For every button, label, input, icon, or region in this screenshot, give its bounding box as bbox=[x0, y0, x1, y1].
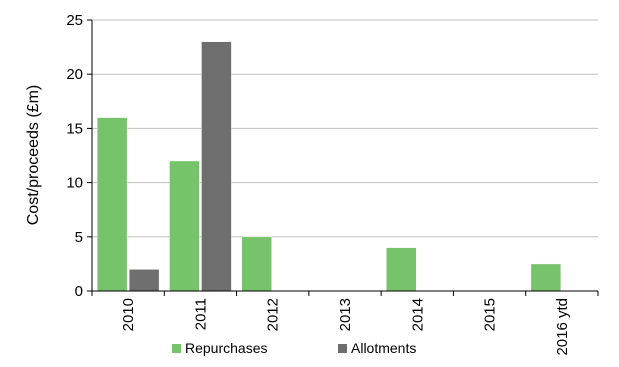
x-tick-label: 2011 bbox=[192, 298, 209, 330]
y-tick-label: 10 bbox=[66, 175, 83, 192]
y-tick-label: 5 bbox=[75, 229, 83, 246]
x-tick-label: 2010 bbox=[120, 298, 137, 331]
y-axis-label: Cost/proceeds (£m) bbox=[25, 85, 42, 226]
bar-repurchases-2016-ytd bbox=[530, 263, 562, 292]
y-tick-label: 25 bbox=[66, 12, 83, 29]
y-axis-ticks: 0 5 10 15 20 25 bbox=[66, 12, 92, 300]
legend-label-repurchases: Repurchases bbox=[185, 340, 268, 356]
legend-swatch-repurchases bbox=[172, 344, 181, 353]
y-tick-label: 0 bbox=[75, 283, 83, 300]
x-tick-label: 2013 bbox=[337, 298, 354, 331]
x-tick-label: 2012 bbox=[265, 298, 282, 331]
axes bbox=[91, 20, 598, 292]
bar-allotments-2011 bbox=[201, 41, 232, 292]
bar-repurchases-2011 bbox=[169, 160, 200, 292]
x-tick-label: 2015 bbox=[482, 298, 499, 331]
bar-allotments-2010 bbox=[128, 269, 160, 292]
x-tick-label: 2014 bbox=[409, 298, 426, 331]
y-tick-label: 15 bbox=[66, 120, 83, 137]
bar-repurchases-2014 bbox=[386, 247, 417, 292]
x-tick-label: 2016 ytd bbox=[554, 298, 571, 356]
legend-swatch-allotments bbox=[338, 344, 347, 353]
bar-repurchases-2010 bbox=[96, 117, 128, 292]
bar-repurchases-2012 bbox=[241, 236, 272, 292]
grid-lines bbox=[92, 19, 598, 238]
bars bbox=[96, 41, 562, 292]
x-axis-ticks: 2010 2011 2012 2013 2014 2015 2016 ytd bbox=[91, 291, 599, 356]
legend: Repurchases Allotments bbox=[172, 340, 416, 356]
legend-label-allotments: Allotments bbox=[351, 340, 416, 356]
y-tick-label: 20 bbox=[66, 66, 83, 83]
